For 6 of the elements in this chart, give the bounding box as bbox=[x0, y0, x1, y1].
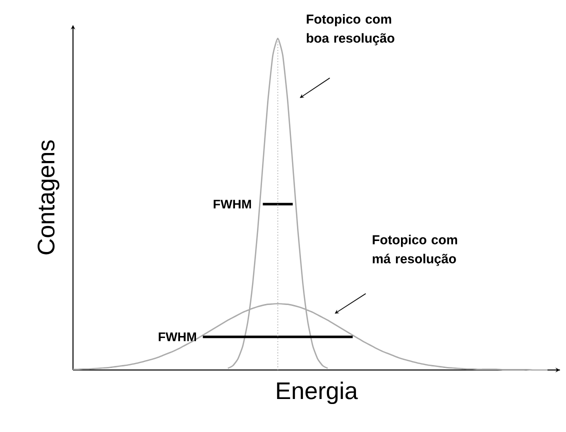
annotation: FWHM bbox=[214, 200, 251, 208]
x-axis-title: Energia bbox=[277, 382, 358, 404]
y-axis-title: Contagens bbox=[38, 140, 60, 254]
annotation: FWHM bbox=[158, 332, 196, 342]
annotation: Fotopico com má resolução bbox=[372, 234, 458, 266]
annotation: Fotopico com boa resolução bbox=[306, 14, 394, 46]
